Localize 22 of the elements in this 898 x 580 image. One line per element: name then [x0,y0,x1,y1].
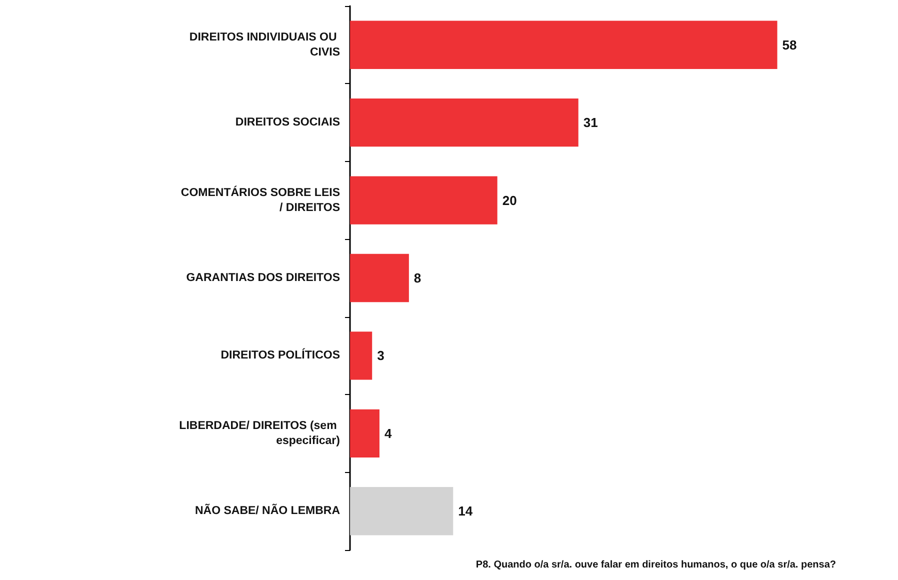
bar [350,409,380,458]
data-label: 14 [458,504,474,519]
bar [350,20,778,69]
data-label: 20 [502,192,517,208]
y-tick-label: DIREITOS INDIVIDUAIS OU CIVIS [189,31,340,58]
y-tick-label: DIREITOS POLÍTICOS [220,348,340,362]
text: P8. Quando o/a sr/a. ouve falar em direitos humanos, o que o/a sr/a. pensa? [476,560,836,570]
data-label: 31 [583,115,598,130]
y-tick-label: NÃO SABE/ NÃO LEMBRA [194,503,340,518]
data-label: 8 [414,270,422,286]
y-tick-label: COMENTÁRIOS SOBRE LEIS/ DIREITOS [180,184,340,214]
y-tick-label: DIREITOS SOCIAIS [235,116,340,129]
bar [350,176,498,224]
y-tick-label: LIBERDADE/ DIREITOS (sem especificar) [179,420,340,447]
bar [350,254,409,302]
data-label: 3 [377,348,384,364]
bar [350,487,454,536]
bar [350,332,372,380]
data-label: 58 [782,37,797,52]
bar [350,98,578,147]
data-label: 4 [384,426,392,441]
y-tick-label: GARANTIAS DOS DIREITOS [186,272,340,284]
